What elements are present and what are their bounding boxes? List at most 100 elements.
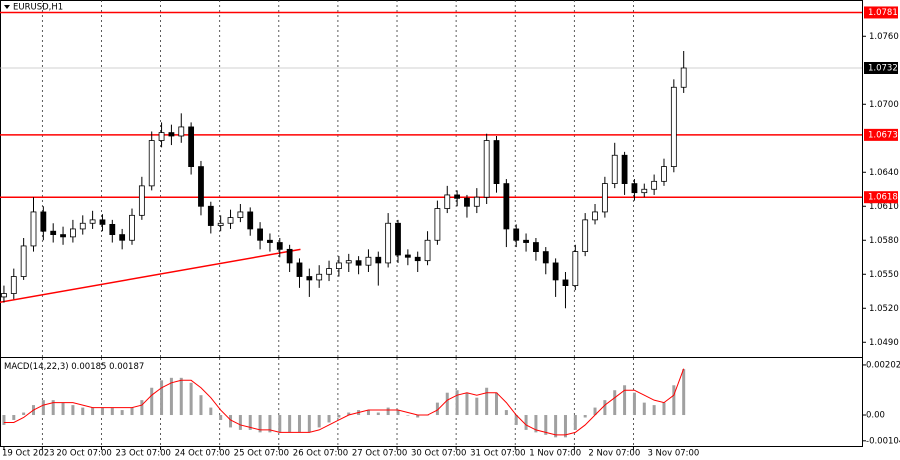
macd-bar (376, 412, 380, 416)
x-tick-label: 26 Oct 07:00 (293, 449, 348, 459)
macd-bar (465, 392, 469, 416)
candle-body (572, 251, 579, 287)
macd-bar (179, 377, 183, 416)
macd-bar (563, 415, 567, 438)
macd-bar (396, 410, 400, 416)
macd-bar (632, 392, 636, 416)
macd-bar (544, 415, 548, 435)
candle-body (257, 228, 263, 241)
candle-body (483, 140, 490, 198)
macd-bar (406, 415, 410, 416)
macd-bar (524, 415, 528, 430)
macd-bar (603, 400, 607, 416)
candle-body (365, 256, 372, 266)
level-label: 1.0673 (868, 130, 898, 140)
macd-bar (623, 385, 627, 416)
macd-bar (495, 392, 499, 416)
candle-body (178, 126, 185, 137)
macd-bar (593, 407, 597, 416)
macd-bar (672, 385, 676, 416)
x-tick-label: 3 Nov 07:00 (647, 449, 699, 459)
y-tick-label: 0.00202 (866, 360, 900, 370)
macd-bar (81, 407, 85, 416)
indicator-title: MACD(14,22,3) 0.00185 0.00187 (4, 362, 144, 372)
macd-bar (475, 397, 479, 416)
macd-bar (514, 415, 518, 425)
x-tick-label: 27 Oct 07:00 (352, 449, 407, 459)
candle-body (70, 228, 76, 238)
macd-bar (455, 390, 459, 416)
macd-bar (12, 415, 16, 420)
x-tick-label: 24 Oct 07:00 (175, 449, 230, 459)
candle-body (562, 279, 569, 286)
macd-bar (554, 415, 558, 438)
level-label: 1.0781 (868, 8, 898, 18)
candle-body (375, 256, 382, 264)
candle-body (414, 256, 421, 262)
plot-frame (0, 0, 863, 447)
level-tag (864, 128, 898, 141)
macd-bar (534, 415, 538, 433)
candle-body (50, 230, 57, 235)
x-tick-label: 20 Oct 07:00 (56, 449, 111, 459)
macd-bar (327, 415, 331, 423)
macd-bar (435, 402, 439, 416)
current-price-tag (864, 62, 898, 74)
macd-bar (120, 410, 124, 416)
candle-body (158, 132, 165, 141)
y-tick-label: 1.0580 (869, 236, 899, 246)
macd-bar (583, 415, 587, 418)
macd-bar (317, 415, 321, 428)
candle-body (129, 214, 135, 241)
macd-bar (219, 415, 223, 420)
macd-bar (337, 415, 341, 418)
candle-body (473, 196, 480, 207)
y-tick-label: 1.0640 (869, 168, 899, 178)
candle-body (79, 222, 86, 230)
y-tick-label: 1.0610 (869, 202, 899, 212)
macd-bar (416, 415, 420, 418)
menu-icon (4, 5, 10, 9)
candle-body (592, 211, 598, 221)
candle-body (395, 222, 401, 256)
macd-bar (22, 412, 26, 416)
candle-body (237, 211, 244, 219)
candle-body (40, 211, 47, 232)
candle-body (424, 239, 431, 262)
macd-bar (71, 405, 75, 416)
candle-body (1, 293, 7, 298)
macd-bar (169, 377, 173, 416)
level-tag (864, 191, 898, 204)
macd-bar (140, 400, 144, 416)
candle-body (670, 86, 677, 168)
candle-body (434, 208, 441, 241)
macd-bar (248, 415, 252, 430)
y-tick-label: 0.00 (866, 411, 885, 421)
candle-body (217, 222, 224, 226)
macd-bar (229, 415, 233, 428)
macd-bar (682, 369, 686, 416)
candle-body (316, 273, 323, 281)
chart-title: EURUSD,H1 (13, 3, 63, 13)
macd-bar (504, 410, 508, 416)
y-tick-label: 1.0760 (869, 32, 899, 42)
candle-body (276, 242, 283, 250)
candle-body (10, 276, 17, 294)
macd-bar (297, 415, 301, 433)
macd-bar (189, 382, 193, 416)
y-tick-label: 1.0700 (869, 100, 899, 110)
trendline (0, 248, 301, 304)
candle-body (326, 268, 332, 275)
macd-bar (100, 407, 104, 416)
macd-bar (307, 415, 311, 433)
macd-bar (485, 387, 489, 416)
candle-body (385, 222, 392, 264)
candle-body (533, 242, 539, 253)
level-label: 1.0618 (868, 193, 898, 203)
candle-body (542, 251, 549, 264)
current-price-label: 1.0732 (868, 64, 898, 74)
candle-body (513, 228, 520, 241)
candle-body (345, 260, 352, 264)
macd-bar (642, 402, 646, 416)
